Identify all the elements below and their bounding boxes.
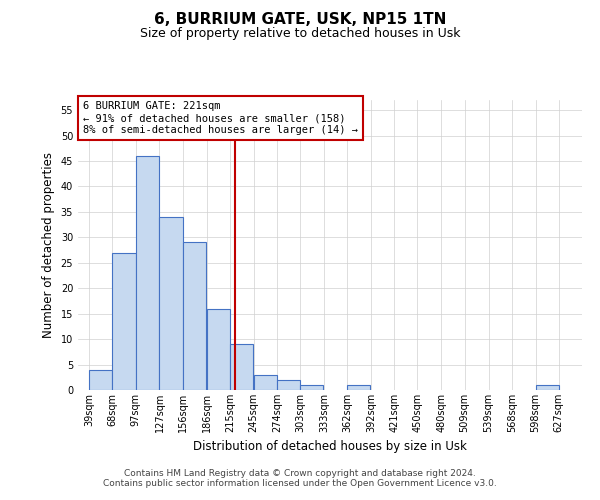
Bar xyxy=(89,370,112,390)
Bar xyxy=(277,380,300,390)
Bar xyxy=(230,344,253,390)
Text: Size of property relative to detached houses in Usk: Size of property relative to detached ho… xyxy=(140,28,460,40)
Text: Contains HM Land Registry data © Crown copyright and database right 2024.: Contains HM Land Registry data © Crown c… xyxy=(124,468,476,477)
Bar xyxy=(182,242,206,390)
Y-axis label: Number of detached properties: Number of detached properties xyxy=(42,152,55,338)
X-axis label: Distribution of detached houses by size in Usk: Distribution of detached houses by size … xyxy=(193,440,467,454)
Text: 6, BURRIUM GATE, USK, NP15 1TN: 6, BURRIUM GATE, USK, NP15 1TN xyxy=(154,12,446,28)
Text: Contains public sector information licensed under the Open Government Licence v3: Contains public sector information licen… xyxy=(103,478,497,488)
Bar xyxy=(347,385,370,390)
Text: 6 BURRIUM GATE: 221sqm
← 91% of detached houses are smaller (158)
8% of semi-det: 6 BURRIUM GATE: 221sqm ← 91% of detached… xyxy=(83,102,358,134)
Bar xyxy=(160,217,182,390)
Bar xyxy=(206,308,230,390)
Bar xyxy=(536,385,559,390)
Bar xyxy=(136,156,158,390)
Bar xyxy=(112,252,136,390)
Bar xyxy=(300,385,323,390)
Bar xyxy=(254,374,277,390)
